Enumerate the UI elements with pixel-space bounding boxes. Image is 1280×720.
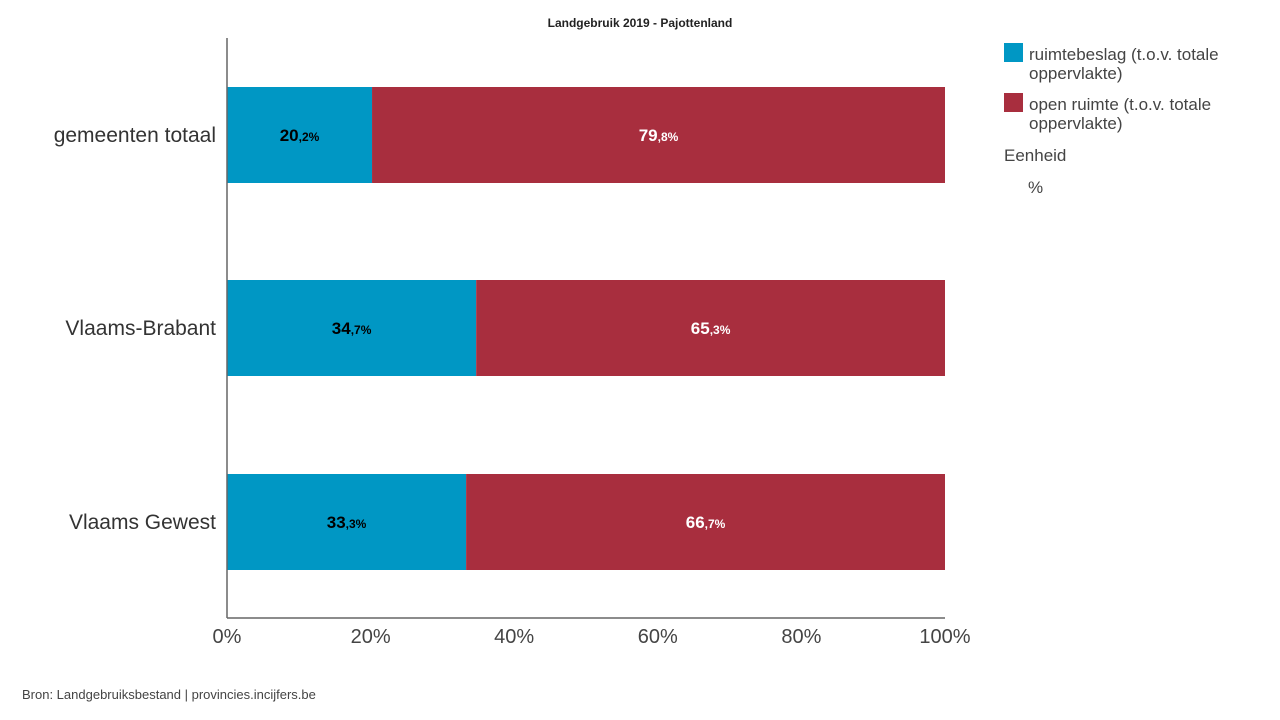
category-label: Vlaams Gewest <box>69 511 216 534</box>
data-label: 66,7% <box>686 513 726 532</box>
legend-label: open ruimte (t.o.v. totale oppervlakte) <box>1029 95 1211 133</box>
data-label: 65,3% <box>691 319 731 338</box>
data-label: 33,3% <box>327 513 367 532</box>
bar-segment <box>476 280 945 376</box>
bar-segment <box>372 87 945 183</box>
chart-title: Landgebruik 2019 - Pajottenland <box>548 16 733 30</box>
category-labels: gemeenten totaal Vlaams-Brabant Vlaams Gew… <box>54 124 216 534</box>
bar-segment <box>227 87 373 183</box>
bar-segment <box>466 474 945 570</box>
bar-segment <box>227 474 467 570</box>
category-label: gemeenten totaal <box>54 124 216 147</box>
x-tick-label: 60% <box>638 626 678 648</box>
data-label: 79,8% <box>639 126 679 145</box>
x-tick-label: 100% <box>919 626 970 648</box>
unit-value: % <box>1028 178 1043 197</box>
bars-group: 20,2% 79,8% 34,7% 65,3% 33,3% 66,7% <box>227 87 945 570</box>
source-note: Bron: Landgebruiksbestand | provincies.i… <box>22 687 316 702</box>
legend-swatch <box>1004 43 1023 62</box>
x-tick-label: 80% <box>781 626 821 648</box>
category-label: Vlaams-Brabant <box>65 317 216 340</box>
legend: ruimtebeslag (t.o.v. totale oppervlakte) o… <box>1004 43 1219 197</box>
unit-title: Eenheid <box>1004 146 1066 165</box>
x-tick-label: 40% <box>494 626 534 648</box>
bar-segment <box>227 280 477 376</box>
data-label: 34,7% <box>332 319 372 338</box>
x-tick-label: 0% <box>213 626 242 648</box>
data-label: 20,2% <box>280 126 320 145</box>
legend-swatch <box>1004 93 1023 112</box>
legend-label: ruimtebeslag (t.o.v. totale oppervlakte) <box>1029 45 1219 83</box>
x-axis-ticks: 0% 20% 40% 60% 80% 100% <box>213 626 971 648</box>
x-tick-label: 20% <box>351 626 391 648</box>
